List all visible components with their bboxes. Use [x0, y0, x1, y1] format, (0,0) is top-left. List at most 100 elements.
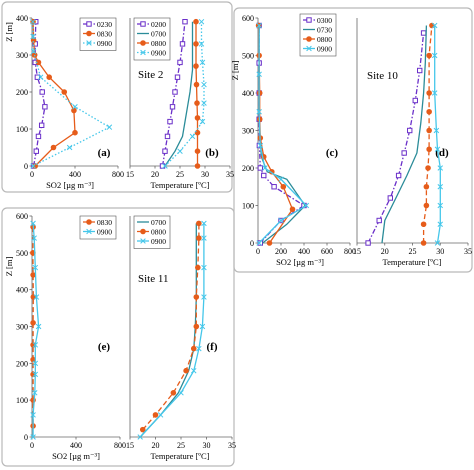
- y-tick-label: 0: [24, 433, 28, 442]
- y-tick-label: 300: [16, 323, 28, 332]
- x-tick-label: 600: [321, 247, 333, 256]
- data-point-0800: [170, 389, 177, 396]
- site-label-2: Site 2: [138, 69, 163, 81]
- site-label-11: Site 11: [138, 273, 168, 285]
- data-point-0300: [261, 172, 267, 179]
- x-tick-label: 20: [152, 441, 160, 450]
- panel-label: (b): [205, 147, 219, 159]
- x-tick-label: 800: [114, 441, 126, 450]
- legend-label-0900: 0900: [151, 49, 166, 58]
- data-point-0900: [199, 59, 206, 66]
- data-point-0300: [257, 165, 264, 171]
- x-axis-label: Temperature [ºC]: [383, 257, 442, 267]
- data-point-0300: [387, 195, 394, 201]
- x-tick-label: 400: [298, 247, 310, 256]
- x-tick-label: 30: [201, 170, 209, 179]
- data-point-0300: [417, 67, 423, 74]
- data-point-0800: [194, 115, 201, 121]
- legend-label-0200: 0200: [151, 20, 166, 29]
- data-point-0900: [190, 367, 197, 374]
- y-tick-label: 400: [242, 89, 254, 98]
- data-point-0900: [201, 100, 207, 106]
- legend-marker-0800: [306, 36, 312, 42]
- data-point-0900: [256, 22, 262, 29]
- chart-panel-e: 0 400 800 0 100 200 300 400 500 600 SO2 [µg m⁻³] Z …: [4, 212, 126, 461]
- data-point-0830: [72, 129, 78, 136]
- series-line-0700: [164, 21, 194, 167]
- x-tick-label: 0: [30, 441, 34, 450]
- data-point-0900: [35, 323, 42, 330]
- data-point-0900: [66, 144, 73, 151]
- series-line-0900: [434, 25, 441, 244]
- legend-marker-0900: [86, 40, 92, 46]
- data-point-0830: [71, 107, 77, 114]
- legend-label-0700: 0700: [151, 30, 166, 39]
- data-point-0900: [30, 220, 36, 227]
- data-point-0900: [199, 118, 206, 125]
- panel-label: (c): [326, 147, 339, 159]
- x-tick-label: 800: [112, 170, 124, 179]
- data-point-0900: [256, 71, 262, 78]
- data-point-0300: [407, 127, 413, 134]
- legend-marker-0830: [86, 30, 92, 37]
- data-point-0900: [257, 142, 264, 149]
- data-point-0900: [137, 434, 143, 440]
- data-point-0900: [278, 217, 284, 224]
- x-tick-label: 15: [353, 247, 361, 256]
- y-tick-label: 400: [16, 286, 28, 295]
- data-point-0800: [426, 52, 432, 59]
- data-point-0800: [139, 426, 146, 433]
- data-point-0900: [201, 81, 207, 88]
- data-point-0800: [266, 240, 273, 246]
- data-point-0900: [256, 108, 262, 115]
- x-tick-label: 15: [126, 170, 134, 179]
- data-point-0830: [30, 272, 36, 278]
- y-tick-label: 600: [242, 14, 254, 23]
- y-tick-label: 500: [16, 249, 28, 258]
- data-point-0900: [30, 48, 37, 55]
- series-line-0700: [139, 223, 197, 438]
- data-point-0900: [431, 22, 438, 29]
- x-tick-label: 0: [256, 247, 260, 256]
- series-line-0900: [32, 223, 40, 437]
- data-point-0800: [426, 127, 432, 134]
- data-point-0230: [34, 74, 41, 80]
- frame-site2: [1, 1, 233, 193]
- data-point-0800: [426, 108, 432, 115]
- series-line-0800: [257, 25, 294, 244]
- data-point-0900: [199, 323, 206, 330]
- chart-panel-f: 15 20 25 30 35 Temperature [ºC] (f) 07000800090…: [126, 215, 236, 461]
- series-line-0900: [258, 25, 308, 244]
- data-point-0800: [193, 294, 200, 300]
- data-point-0230: [39, 89, 45, 95]
- y-axis-label: Z [m]: [4, 22, 14, 42]
- data-point-0900: [157, 412, 164, 418]
- x-axis-label: SO2 [µg m⁻³]: [276, 257, 324, 267]
- legend-label-0800: 0800: [151, 39, 166, 48]
- y-tick-label: 500: [242, 52, 254, 61]
- data-point-0200: [179, 41, 186, 47]
- panel-label: (a): [98, 147, 111, 159]
- y-tick-label: 100: [16, 125, 28, 134]
- data-point-0300: [376, 217, 382, 224]
- data-point-0830: [61, 89, 68, 95]
- data-point-0900: [30, 18, 36, 25]
- data-point-0900: [32, 371, 39, 378]
- y-tick-label: 100: [16, 396, 28, 405]
- legend-marker-0230: [86, 21, 92, 27]
- data-point-0900: [434, 240, 441, 246]
- y-axis-label: Z [m]: [4, 257, 14, 277]
- legend-label-0900: 0900: [97, 228, 112, 237]
- data-point-0830: [46, 74, 52, 80]
- data-point-0300: [401, 150, 407, 156]
- x-tick-label: 25: [409, 247, 417, 256]
- data-point-0900: [437, 221, 444, 228]
- legend-label-0800: 0800: [151, 228, 166, 237]
- data-point-0800: [196, 235, 202, 241]
- data-point-0900: [303, 202, 310, 209]
- data-point-0200: [182, 19, 188, 25]
- data-point-0900: [431, 90, 438, 96]
- data-point-0900: [106, 124, 113, 130]
